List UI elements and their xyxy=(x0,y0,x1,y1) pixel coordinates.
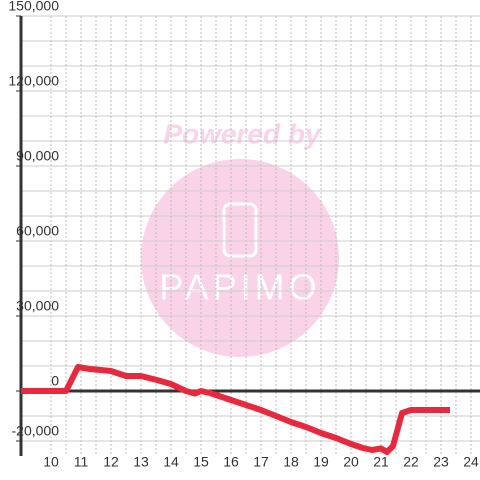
line-series xyxy=(21,364,450,455)
watermark-brand: PAPIMO xyxy=(159,267,320,308)
x-tick-label: 22 xyxy=(403,454,419,470)
x-tick-label: 24 xyxy=(463,454,479,470)
watermark-title: Powered by xyxy=(163,118,322,149)
x-tick-label: 21 xyxy=(373,454,389,470)
x-tick-label: 17 xyxy=(253,454,269,470)
y-tick-label: 0 xyxy=(51,373,59,389)
y-tick-label: 90,000 xyxy=(16,148,59,164)
x-tick-label: 20 xyxy=(343,454,359,470)
x-tick-label: 18 xyxy=(283,454,299,470)
y-tick-label: 60,000 xyxy=(16,223,59,239)
watermark-circle xyxy=(141,159,339,357)
y-tick-label: 30,000 xyxy=(16,298,59,314)
y-tick-label: 120,000 xyxy=(8,73,59,89)
x-tick-label: 13 xyxy=(133,454,149,470)
x-tick-label: 19 xyxy=(313,454,329,470)
y-tick-label: -20,000 xyxy=(12,423,60,439)
x-tick-label: 12 xyxy=(103,454,119,470)
watermark-icon xyxy=(222,202,258,258)
x-tick-label: 10 xyxy=(43,454,59,470)
y-tick-label: 150,000 xyxy=(8,0,59,14)
x-tick-label: 16 xyxy=(223,454,239,470)
x-tick-label: 14 xyxy=(163,454,179,470)
x-tick-label: 15 xyxy=(193,454,209,470)
x-tick-label: 11 xyxy=(74,454,89,470)
x-tick-label: 23 xyxy=(433,454,449,470)
